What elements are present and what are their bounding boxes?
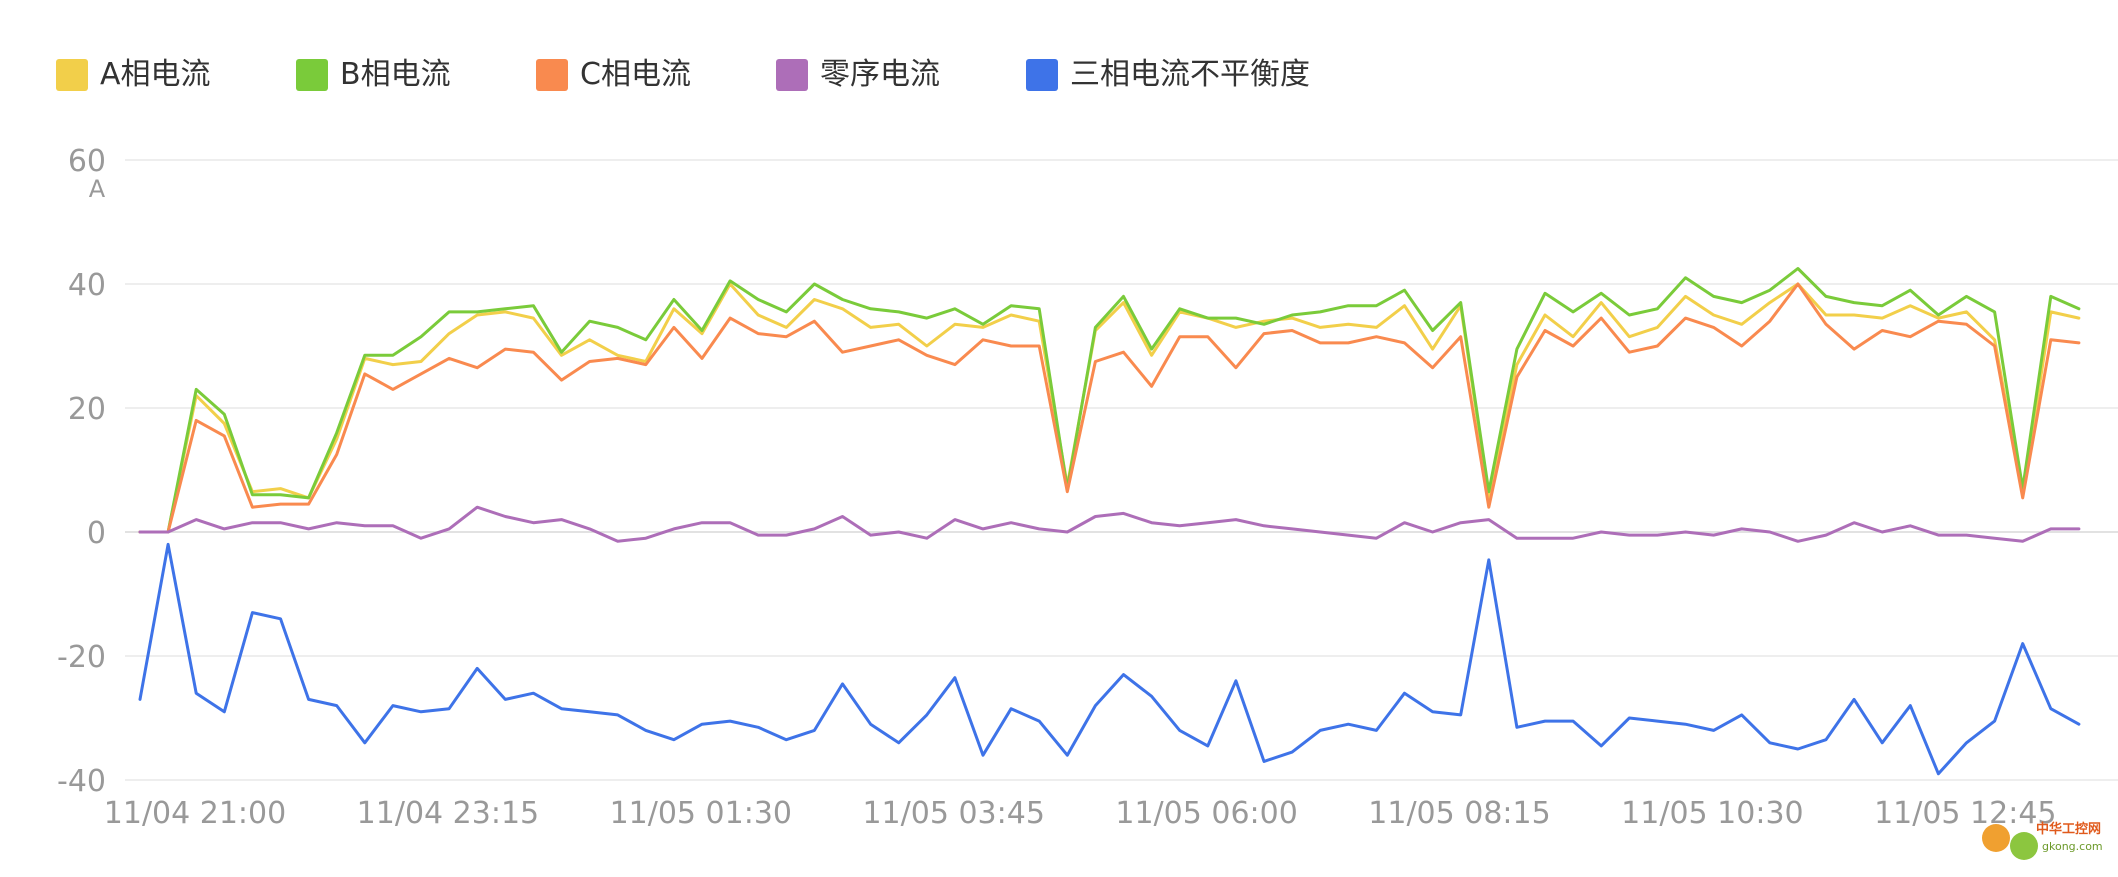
- legend-item[interactable]: 三相电流不平衡度: [1026, 57, 1310, 92]
- y-tick-label: -20: [57, 640, 106, 675]
- series-line-1: [138, 267, 2081, 534]
- legend-label: 三相电流不平衡度: [1070, 57, 1310, 92]
- legend-swatch: [1026, 59, 1058, 91]
- y-tick-label: 0: [87, 516, 106, 551]
- legend-label: 零序电流: [820, 57, 940, 92]
- x-tick-label: 11/05 01:30: [610, 796, 792, 831]
- series-line-4: [138, 542, 2081, 776]
- legend-item[interactable]: B相电流: [296, 57, 451, 92]
- y-tick-label: 40: [68, 268, 106, 303]
- y-axis-unit: A: [89, 175, 106, 203]
- series-line-3: [138, 505, 2081, 543]
- x-tick-label: 11/05 06:00: [1115, 796, 1297, 831]
- series-line-2: [138, 282, 2081, 534]
- watermark-brand: 中华工控网: [2036, 821, 2101, 837]
- chart-grid: [125, 159, 2118, 781]
- legend-swatch: [56, 59, 88, 91]
- legend-label: B相电流: [340, 57, 451, 92]
- y-tick-label: 60: [68, 144, 106, 179]
- x-axis: 11/04 21:00 11/04 23:15 11/05 01:30 11/05 0…: [104, 796, 2057, 831]
- gkong-watermark: 中华工控网 gkong.com: [1982, 821, 2103, 860]
- legend-label: C相电流: [580, 57, 691, 92]
- legend-swatch: [536, 59, 568, 91]
- y-tick-label: -40: [57, 764, 106, 799]
- x-tick-label: 11/05 10:30: [1621, 796, 1803, 831]
- y-tick-label: 20: [68, 392, 106, 427]
- y-axis: A -40 -20 0 20 40 60: [57, 144, 106, 799]
- watermark-site: gkong.com: [2042, 840, 2103, 853]
- gear-icon: [1982, 824, 2010, 852]
- series-line-0: [138, 282, 2081, 534]
- legend-swatch: [776, 59, 808, 91]
- x-tick-label: 11/05 12:45: [1874, 796, 2056, 831]
- legend-label: A相电流: [100, 57, 211, 92]
- x-tick-label: 11/05 03:45: [862, 796, 1044, 831]
- x-tick-label: 11/05 08:15: [1368, 796, 1550, 831]
- legend-swatch: [296, 59, 328, 91]
- legend-item[interactable]: A相电流: [56, 57, 211, 92]
- x-tick-label: 11/04 21:00: [104, 796, 286, 831]
- legend-item[interactable]: C相电流: [536, 57, 691, 92]
- legend-item[interactable]: 零序电流: [776, 57, 940, 92]
- chart-legend: A相电流 B相电流 C相电流 零序电流 三相电流不平衡度: [56, 57, 1310, 92]
- chart-series: [138, 267, 2081, 776]
- gear-icon: [2010, 832, 2038, 860]
- x-tick-label: 11/04 23:15: [357, 796, 539, 831]
